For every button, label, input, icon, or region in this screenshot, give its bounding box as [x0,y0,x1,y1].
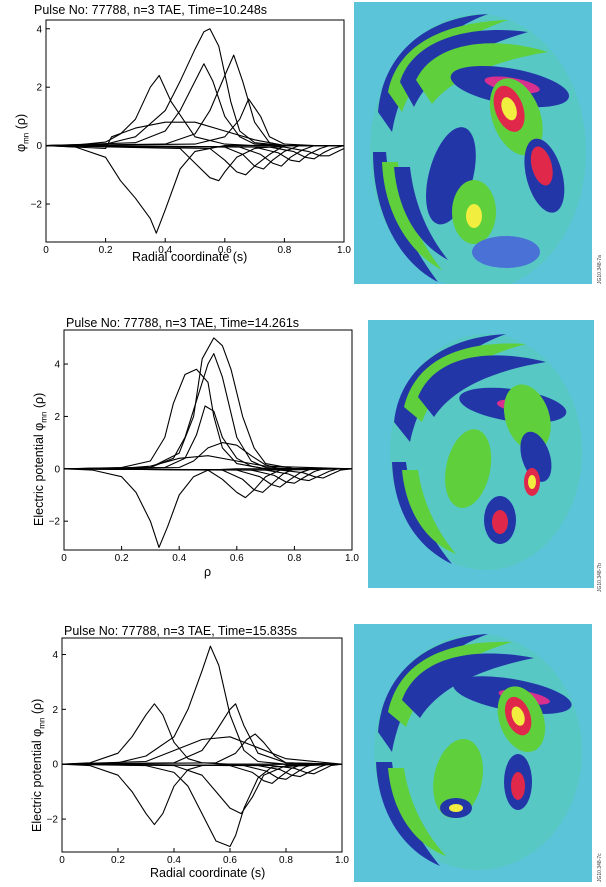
panel-2: Pulse No: 77788, n=3 TAE, Time=14.261s 0… [0,300,606,600]
series-line [45,145,344,167]
figure-code: JG10.348-7a [597,255,603,284]
chart-title: Pulse No: 77788, n=3 TAE, Time=15.835s [64,624,298,638]
chart-plot-area: 0 0.2 0.4 0.6 0.8 1.0 −2 0 2 4 [49,329,359,564]
chart-title: Pulse No: 77788, n=3 TAE, Time=10.248s [34,3,268,17]
series-line [61,763,343,775]
series-line [45,63,344,147]
panel-1: Pulse No: 77788, n=3 TAE, Time=10.248s 0… [0,0,606,290]
series-line [45,145,344,170]
x-tick-label: 0.8 [277,245,291,256]
series-line [63,337,352,470]
chart-plot-area: 0 0.2 0.4 0.6 0.8 1.0 −2 0 2 4 [47,637,349,866]
series-line [61,763,342,780]
x-tick-label: 0 [43,245,49,256]
y-tick-label: 0 [36,141,42,152]
y-tick-label: 0 [52,760,58,771]
series-line [63,468,353,499]
series-line [61,703,342,765]
x-tick-label: 0.6 [223,855,237,866]
series-line [63,468,352,548]
series-line [61,733,343,765]
x-tick-label: 0.2 [115,553,129,564]
x-tick-label: 1.0 [335,855,349,866]
series-line [63,405,352,470]
x-tick-label: 1.0 [337,245,351,256]
series-line [63,468,352,488]
series-line [45,145,344,163]
y-tick-label: 4 [54,360,60,371]
panel-3: Pulse No: 77788, n=3 TAE, Time=15.835s 0… [0,612,606,887]
series-line [63,455,353,470]
y-axis-label: Electric potential φmn (ρ) [32,392,49,526]
y-tick-label: 2 [36,83,42,94]
series-line [61,703,343,765]
series-line [61,763,342,778]
x-tick-label: 0.4 [172,553,186,564]
series-line [61,763,342,826]
x-tick-label: 0.2 [99,245,113,256]
plot-frame [61,637,343,853]
mode-structure-image [354,2,592,284]
series-line [61,763,343,848]
x-tick-label: 0.8 [287,553,301,564]
x-tick-label: 1.0 [345,553,359,564]
series-line [63,368,352,470]
x-tick-label: 0 [61,553,67,564]
chart-title: Pulse No: 77788, n=3 TAE, Time=14.261s [66,316,300,330]
plot-frame [45,19,345,243]
x-axis-label: Radial coordinate (s) [132,250,248,264]
y-axis-label: φmn (ρ) [14,113,31,152]
series-line [63,468,352,482]
chart-plot-area: 0 0.2 0.4 0.6 0.8 1.0 −2 0 2 4 [31,19,351,256]
series-line [61,763,343,815]
y-tick-label: 2 [54,412,60,423]
series-line [45,28,344,147]
x-tick-label: 0.6 [230,553,244,564]
series-line [45,145,345,157]
x-tick-label: 0 [59,855,65,866]
figure-code: JG10.348-7c [597,853,603,882]
series-line [45,145,344,234]
x-tick-label: 0.8 [279,855,293,866]
series-line [61,736,343,765]
series-line [63,468,353,479]
x-axis-label: ρ [204,565,212,579]
figure-code: JG10.348-7b [597,563,603,592]
x-tick-label: 0.2 [111,855,125,866]
y-tick-label: 0 [54,464,60,475]
y-tick-label: 2 [52,705,58,716]
series-line [61,763,342,784]
series-line [61,645,342,765]
mode-structure-image [368,320,594,588]
y-tick-label: −2 [49,517,61,528]
series-line [63,353,352,470]
series-line [45,145,345,160]
series-line [45,74,344,147]
plot-frame [63,329,353,551]
mode-structure-image [354,624,592,882]
x-axis-label: Radial coordinate (s) [150,866,266,880]
series-line [45,121,344,150]
y-tick-label: 4 [36,24,42,35]
series-line [63,468,352,493]
x-tick-label: 0.6 [218,245,232,256]
series-line [45,54,344,147]
series-line [63,468,352,484]
x-tick-label: 0.4 [167,855,181,866]
series-line [45,98,344,147]
y-tick-label: −2 [47,815,59,826]
y-tick-label: 4 [52,650,58,661]
x-tick-label: 0.4 [158,245,172,256]
y-tick-label: −2 [31,200,43,211]
y-axis-label: Electric potential φmn (ρ) [30,698,47,832]
